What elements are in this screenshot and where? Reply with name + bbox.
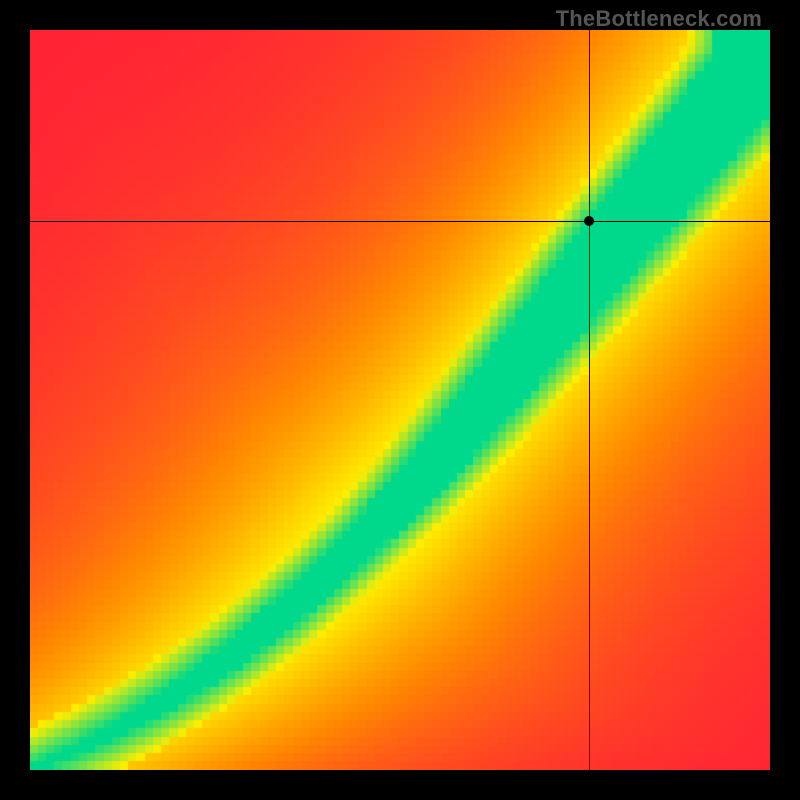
watermark-text: TheBottleneck.com	[556, 6, 762, 32]
crosshair-horizontal	[30, 221, 770, 222]
chart-container: TheBottleneck.com	[0, 0, 800, 800]
crosshair-marker	[584, 216, 594, 226]
plot-area	[30, 30, 770, 770]
heatmap-canvas	[30, 30, 770, 770]
crosshair-vertical	[589, 30, 590, 770]
